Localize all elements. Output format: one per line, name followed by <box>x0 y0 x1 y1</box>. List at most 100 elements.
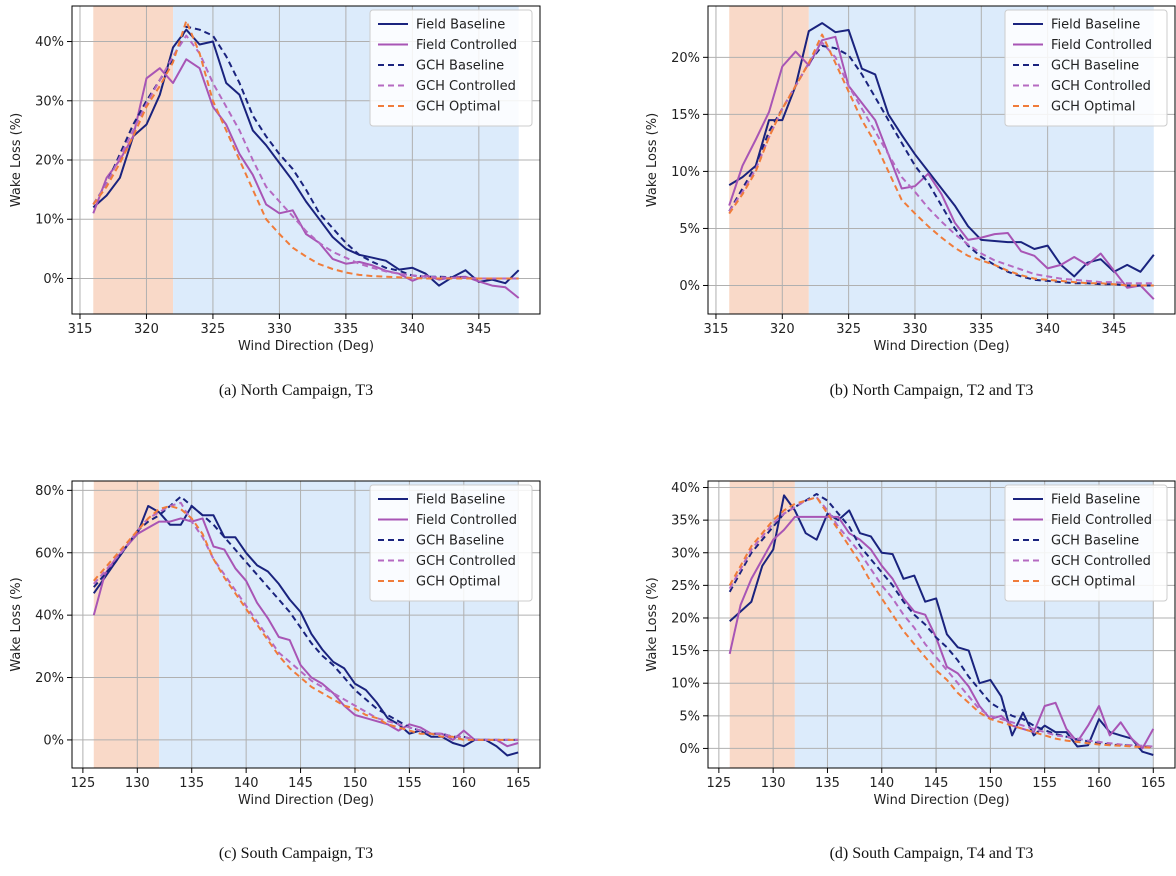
y-tick-label: 60% <box>35 546 64 561</box>
plot-frame <box>707 5 1176 315</box>
panel-caption: (b) North Campaign, T2 and T3 <box>830 382 1034 399</box>
legend-label: Field Baseline <box>416 18 505 33</box>
legend-box <box>369 9 533 127</box>
plot-frame <box>71 480 541 769</box>
legend: Field Baseline Field Controlled GCH Baseli… <box>369 9 533 127</box>
y-tick-label: 30% <box>671 546 700 561</box>
legend-label: GCH Optimal <box>1051 100 1136 115</box>
y-tick-label: 35% <box>671 514 700 529</box>
legend-label: GCH Optimal <box>416 100 501 115</box>
y-tick-label: 10% <box>671 165 700 180</box>
y-tick-label: 40% <box>35 35 64 50</box>
legend-label: GCH Optimal <box>1051 575 1136 590</box>
legend-label: GCH Baseline <box>416 59 504 74</box>
legend-label: Field Controlled <box>1051 38 1152 53</box>
x-tick-label: 160 <box>1087 776 1112 791</box>
x-tick-label: 145 <box>288 776 313 791</box>
legend-label: Field Controlled <box>416 513 517 528</box>
x-tick-label: 150 <box>978 776 1003 791</box>
x-axis-label: Wind Direction (Deg) <box>238 793 374 808</box>
x-tick-label: 155 <box>1032 776 1057 791</box>
x-axis-label: Wind Direction (Deg) <box>873 793 1009 808</box>
x-tick-label: 130 <box>125 776 150 791</box>
y-tick-label: 20% <box>35 671 64 686</box>
legend-label: GCH Baseline <box>1051 59 1139 74</box>
legend: Field Baseline Field Controlled GCH Baseli… <box>1004 9 1168 127</box>
legend-label: GCH Baseline <box>1051 534 1139 549</box>
series-line-gch-controlled <box>92 34 519 280</box>
y-tick-label: 20% <box>35 154 64 169</box>
x-tick-label: 150 <box>343 776 368 791</box>
x-tick-label: 135 <box>815 776 840 791</box>
chart-panel-2: 315 320 325 330 335 340 345 0% 5% 10% 15% 20% Wind D… <box>645 5 1176 399</box>
series-line-gch-optimal <box>728 33 1154 287</box>
legend-label: Field Baseline <box>416 493 505 508</box>
legend-label: GCH Controlled <box>1051 79 1151 94</box>
legend: Field Baseline Field Controlled GCH Baseli… <box>1004 484 1168 602</box>
series-line-field-controlled <box>728 515 1155 750</box>
series-line-gch-optimal <box>93 505 519 741</box>
region-orange <box>93 481 160 768</box>
series-line-field-baseline <box>92 505 519 757</box>
x-tick-label: 165 <box>506 776 531 791</box>
x-tick-label: 325 <box>836 322 861 337</box>
y-tick-label: 10% <box>671 677 700 692</box>
legend-label: GCH Controlled <box>416 79 516 94</box>
x-tick-label: 340 <box>400 322 425 337</box>
legend-label: Field Baseline <box>1051 493 1140 508</box>
legend-box <box>369 484 533 602</box>
y-tick-label: 25% <box>671 579 700 594</box>
x-tick-label: 135 <box>179 776 204 791</box>
x-tick-label: 130 <box>761 776 786 791</box>
legend-label: Field Baseline <box>1051 18 1140 33</box>
plot-frame <box>707 480 1176 769</box>
legend-label: GCH Controlled <box>1051 554 1151 569</box>
y-tick-label: 20% <box>671 611 700 626</box>
y-tick-label: 20% <box>671 51 700 66</box>
y-tick-label: 40% <box>671 481 700 496</box>
chart-panel-3: 125 130 135 140 145 150 155 160 165 0% 20% 40% 60% 80… <box>9 480 541 862</box>
panel-caption: (d) South Campaign, T4 and T3 <box>830 845 1034 862</box>
y-axis-label: Wake Loss (%) <box>645 577 660 671</box>
y-tick-label: 0% <box>43 733 64 748</box>
x-tick-label: 315 <box>68 322 93 337</box>
y-tick-label: 0% <box>679 742 700 757</box>
y-tick-label: 15% <box>671 108 700 123</box>
x-tick-label: 325 <box>201 322 226 337</box>
panel-caption: (c) South Campaign, T3 <box>219 845 373 862</box>
x-tick-label: 335 <box>969 322 994 337</box>
x-tick-label: 345 <box>466 322 491 337</box>
chart-panel-1: 315 320 325 330 335 340 345 0% 10% 20% 30% 40% Wind … <box>9 5 541 399</box>
y-axis-label: Wake Loss (%) <box>645 113 660 207</box>
series-line-gch-controlled <box>728 496 1154 748</box>
x-tick-label: 340 <box>1035 322 1060 337</box>
legend: Field Baseline Field Controlled GCH Baseli… <box>369 484 533 602</box>
series-line-field-baseline <box>729 494 1154 756</box>
x-tick-label: 330 <box>267 322 292 337</box>
series-line-gch-controlled <box>93 501 519 741</box>
y-tick-label: 30% <box>35 94 64 109</box>
x-tick-label: 320 <box>134 322 159 337</box>
y-tick-label: 10% <box>35 213 64 228</box>
y-tick-label: 15% <box>671 644 700 659</box>
series-line-field-baseline <box>728 22 1155 278</box>
x-tick-label: 315 <box>704 322 729 337</box>
legend-label: GCH Controlled <box>416 554 516 569</box>
y-axis-label: Wake Loss (%) <box>9 113 24 207</box>
x-tick-label: 160 <box>451 776 476 791</box>
series-line-field-controlled <box>728 35 1155 300</box>
x-tick-label: 140 <box>869 776 894 791</box>
x-tick-label: 155 <box>397 776 422 791</box>
series-line-gch-baseline <box>92 25 519 280</box>
y-tick-label: 0% <box>679 279 700 294</box>
y-tick-label: 5% <box>679 709 700 724</box>
legend-box <box>1004 9 1168 127</box>
x-axis-label: Wind Direction (Deg) <box>873 339 1009 354</box>
x-tick-label: 125 <box>706 776 731 791</box>
legend-label: Field Controlled <box>1051 513 1152 528</box>
chart-panel-4: 125 130 135 140 145 150 155 160 165 0% 5% 10% 15% 20%… <box>645 480 1176 862</box>
x-tick-label: 145 <box>924 776 949 791</box>
series-line-gch-optimal <box>92 19 519 280</box>
x-tick-label: 335 <box>333 322 358 337</box>
